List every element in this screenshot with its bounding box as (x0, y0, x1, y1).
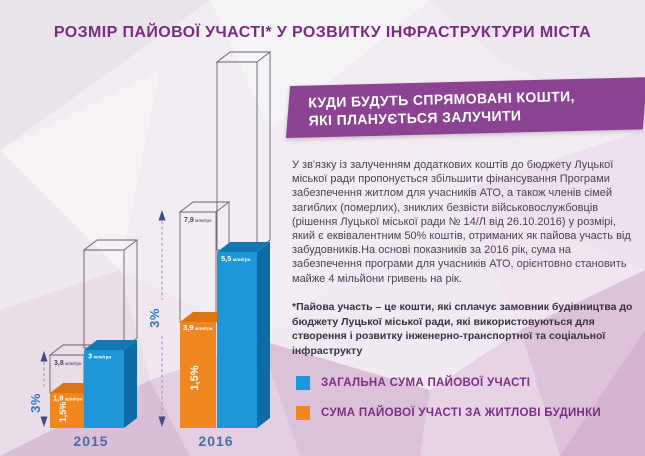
axis-label-2015: 2015 (73, 433, 108, 449)
arrow-down-icon (158, 416, 166, 427)
measure-line-2015: 3% (28, 351, 48, 427)
axis-label-2016: 2016 (198, 433, 233, 449)
bar-2015-total: 3 млн/грн (84, 340, 137, 428)
projected-box-2015-total (82, 239, 139, 349)
footnote-text: *Пайова участь – це кошти, які сплачує з… (292, 301, 633, 357)
legend-item-housing: СУМА ПАЙОВОЇ УЧАСТІ ЗА ЖИТЛОВІ БУДИНКИ (296, 406, 640, 420)
bar-value-2015-housing: 1,9 млн/грн (53, 394, 83, 403)
rate-label-2016: 1,5% (189, 365, 201, 390)
legend-swatch-orange (296, 406, 310, 420)
page-title: РОЗМІР ПАЙОВОЇ УЧАСТІ* У РОЗВИТКУ ІНФРАС… (53, 24, 592, 41)
projected-value-2015: 3,8 млн/грн (54, 360, 82, 367)
description-text: У зв'язку із залученням додаткових кошті… (292, 159, 631, 285)
projected-box-2016-total (215, 51, 272, 251)
rate-label-2015: 1,5% (58, 402, 68, 423)
bar-value-2015-total: 3 млн/грн (88, 352, 111, 361)
arrow-up-icon (40, 351, 48, 362)
bar-value-2016-housing: 3,9 млн/грн (183, 323, 213, 332)
bar-2015-housing: 1,9 млн/грн 1,5% (50, 383, 97, 428)
arrow-up-icon (158, 210, 166, 221)
legend-swatch-blue (296, 376, 310, 390)
bar-value-2016-total: 5,5 млн/грн (221, 254, 251, 263)
projected-value-2016: 7,9 млн/грн (184, 217, 212, 224)
headline-banner: КУДИ БУДУТЬ СПРЯМОВАНІ КОШТИ, ЯКІ ПЛАНУЄ… (285, 77, 645, 139)
percent-3-label-2015: 3% (28, 393, 43, 413)
legend-label-housing: СУМА ПАЙОВОЇ УЧАСТІ ЗА ЖИТЛОВІ БУДИНКИ (321, 407, 601, 419)
legend-label-total: ЗАГАЛЬНА СУМА ПАЙОВОЇ УЧАСТІ (321, 377, 531, 389)
measure-line-2016: 3% (147, 210, 166, 427)
legend-item-total: ЗАГАЛЬНА СУМА ПАЙОВОЇ УЧАСТІ (296, 376, 640, 390)
percent-3-label-2016: 3% (147, 308, 162, 328)
bar-2016-housing: 3,9 млн/грн 1,5% (180, 312, 229, 428)
chart-legend: ЗАГАЛЬНА СУМА ПАЙОВОЇ УЧАСТІ СУМА ПАЙОВО… (296, 376, 640, 436)
bar-2016-total: 5,5 млн/грн (217, 242, 270, 428)
arrow-down-icon (40, 416, 48, 427)
